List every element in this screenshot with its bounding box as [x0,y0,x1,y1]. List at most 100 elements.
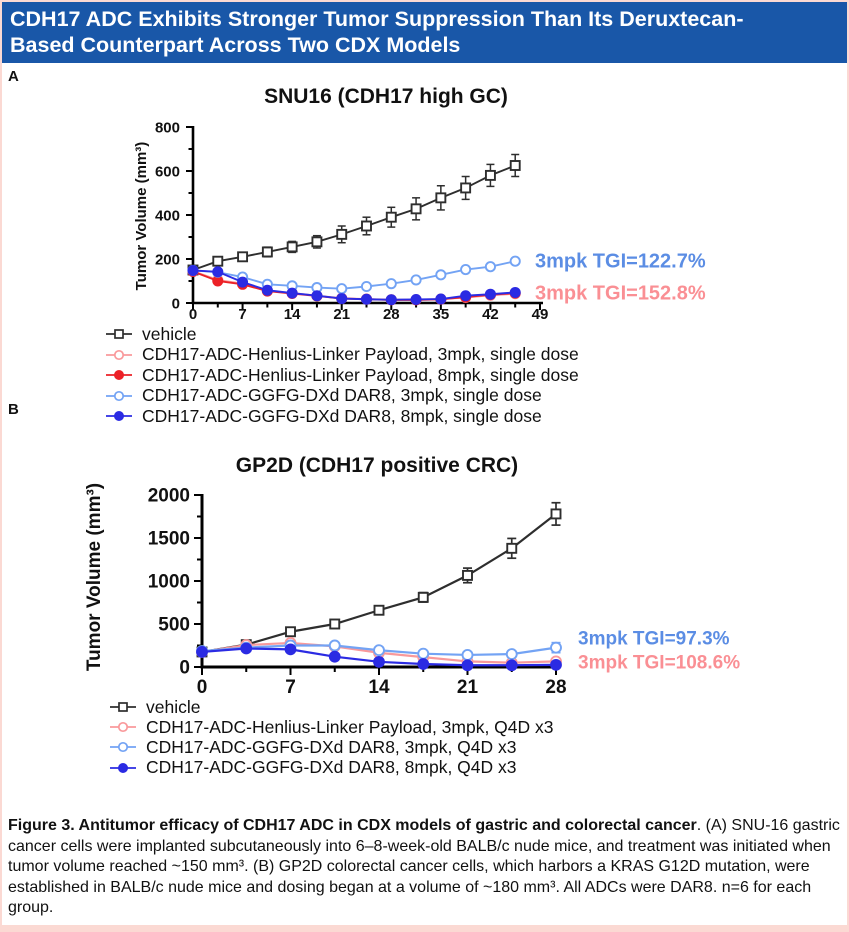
legend-item-0: vehicle [108,696,554,717]
data-point-marker [484,261,496,273]
data-point-marker [336,283,348,295]
legend-item-1: CDH17-ADC-Henlius-Linker Payload, 3mpk, … [104,344,579,364]
data-point-marker [196,646,208,658]
data-point-marker [385,211,397,223]
data-point-marker [484,169,496,181]
series-3 [196,642,562,672]
y-tick-label: 400 [155,207,180,224]
data-point-marker [410,293,422,305]
data-point-marker [435,269,447,281]
legend-item-2: CDH17-ADC-Henlius-Linker Payload, 8mpk, … [104,365,579,385]
legend-item-label: CDH17-ADC-GGFG-DXd DAR8, 3mpk, Q4D x3 [146,736,517,757]
x-tick-label: 7 [238,306,246,323]
data-point-marker [460,264,472,276]
y-tick-label: 2000 [148,486,190,507]
data-point-marker [237,276,249,288]
y-tick-label: 0 [179,658,190,679]
data-point-marker [385,278,397,290]
x-tick-label: 28 [545,677,566,698]
data-point-marker [417,591,429,603]
caption-body-text: . (A) SNU-16 gastric cancer cells were i… [8,817,840,916]
data-point-marker [550,658,562,671]
legend-item-label: CDH17-ADC-GGFG-DXd DAR8, 8mpk, Q4D x3 [146,757,517,778]
figure-title-line-1: CDH17 ADC Exhibits Stronger Tumor Suppre… [10,7,744,31]
panel-b-label: B [8,401,19,418]
data-point-marker [212,266,224,278]
data-point-marker [336,228,348,240]
data-point-marker [550,508,562,520]
data-point-marker [212,255,224,267]
data-point-marker [417,647,430,660]
data-point-marker [284,643,297,656]
data-point-marker [505,659,518,672]
data-point-marker [410,203,422,215]
data-point-marker [373,644,385,657]
data-point-marker [261,246,273,258]
x-tick-label: 7 [285,677,296,698]
legend-marker-icon [110,742,136,753]
legend-marker-icon [106,411,132,422]
data-point-marker [336,293,348,305]
data-point-marker [435,293,447,305]
data-point-marker [373,604,385,616]
x-tick-label: 0 [197,677,208,698]
y-tick-label: 800 [155,119,180,136]
data-point-marker [385,294,397,306]
legend-item-3: CDH17-ADC-GGFG-DXd DAR8, 8mpk, Q4D x3 [108,757,554,778]
data-point-marker [311,236,323,248]
figure-header-banner: CDH17 ADC Exhibits Stronger Tumor Suppre… [2,2,847,63]
data-point-marker [237,251,249,263]
data-point-marker [506,542,518,554]
y-tick-label: 500 [158,615,190,636]
legend-marker-icon [106,329,132,339]
data-point-marker [509,286,521,298]
legend-item-label: CDH17-ADC-GGFG-DXd DAR8, 8mpk, single do… [142,405,542,426]
data-point-marker [361,220,372,232]
legend-b: vehicle CDH17-ADC-Henlius-Linker Payload,… [108,696,554,778]
y-tick-label: 1500 [148,529,190,550]
data-point-marker [417,658,430,670]
legend-item-label: vehicle [146,696,201,717]
data-point-marker [328,639,341,652]
legend-marker-icon [110,702,136,712]
legend-item-1: CDH17-ADC-Henlius-Linker Payload, 3mpk, … [108,717,554,737]
data-point-marker [373,655,385,668]
page-border-top [0,0,849,2]
legend-item-0: vehicle [104,324,579,344]
data-point-marker [261,284,273,296]
page-border-bottom [0,925,849,932]
y-tick-label: 200 [155,251,180,268]
data-point-marker [311,290,323,302]
series-4 [187,264,521,306]
y-axis-label: Tumor Volume (mm³) [84,483,105,671]
page-border-right [847,0,849,932]
panel-a-label: A [8,68,19,85]
legend-marker-icon [106,349,132,360]
x-tick-label: 21 [333,306,350,323]
chart-a-snu16: SNU16 (CDH17 high GC) Tumor Volume (mm³) 0… [133,85,706,323]
data-point-marker [460,290,472,302]
x-tick-label: 0 [189,306,197,323]
x-tick-label: 21 [457,677,479,698]
x-tick-label: 14 [284,306,301,323]
data-point-marker [509,160,521,171]
data-point-marker [286,287,298,299]
legend-item-label: CDH17-ADC-GGFG-DXd DAR8, 3mpk, single do… [142,385,542,406]
axes [200,494,559,669]
series-0 [187,153,521,276]
tgi-annotation: 3mpk TGI=122.7% [535,250,706,272]
legend-item-3: CDH17-ADC-GGFG-DXd DAR8, 3mpk, single do… [104,385,579,406]
figure-caption: Figure 3. Antitumor efficacy of CDH17 AD… [8,816,844,919]
y-axis-label: Tumor Volume (mm³) [133,142,150,291]
data-point-marker [410,274,422,286]
tgi-annotation: 3mpk TGI=108.6% [578,653,740,674]
page-border-left [0,0,2,932]
chart-b-gp2d: GP2D (CDH17 positive CRC) Tumor Volume (m… [84,454,740,698]
data-point-marker [435,192,447,204]
legend-marker-icon [110,722,136,733]
data-point-marker [285,626,296,638]
x-tick-label: 49 [532,306,549,323]
legend-item-2: CDH17-ADC-GGFG-DXd DAR8, 3mpk, Q4D x3 [108,736,554,757]
data-point-marker [461,659,474,672]
